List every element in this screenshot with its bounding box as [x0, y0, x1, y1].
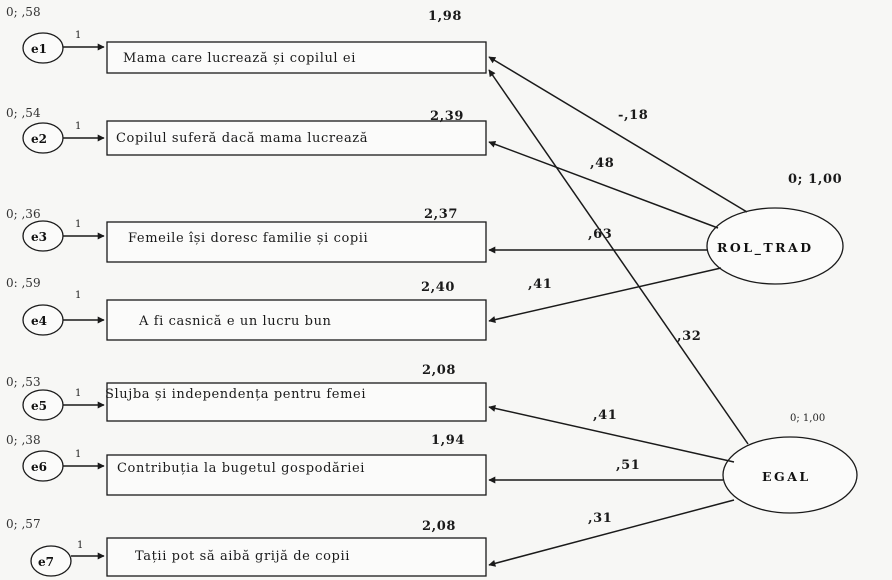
indicator-label-5: Slujba și independența pentru femei — [105, 387, 366, 402]
error-variance-e4: 0: ,59 — [6, 276, 41, 290]
latent-variance-rol-trad: 0; 1,00 — [788, 172, 842, 187]
fixed-weight-e4: 1 — [75, 290, 81, 301]
loading-path-rol-trad-2 — [488, 140, 719, 229]
latent-node-rol-trad — [706, 207, 844, 285]
indicator-box-6 — [106, 454, 487, 496]
indicator-label-3: Femeile își doresc familie și copii — [128, 231, 368, 246]
loading-path-egal-1 — [488, 69, 749, 445]
error-node-e7 — [30, 545, 72, 577]
error-variance-e7: 0; ,57 — [6, 517, 41, 531]
error-variance-e6: 0; ,38 — [6, 433, 41, 447]
error-label-e6: e6 — [31, 460, 47, 474]
loading-value-rol-trad-3: ,63 — [588, 227, 612, 242]
error-variance-e3: 0; ,36 — [6, 207, 41, 221]
loading-path-rol-trad-4 — [488, 267, 722, 324]
error-variance-e1: 0; ,58 — [6, 5, 41, 19]
indicator-label-4: A fi casnică e un lucru bun — [138, 314, 332, 329]
loading-value-egal-7: ,31 — [588, 511, 612, 526]
error-label-e5: e5 — [31, 399, 47, 413]
intercept-7: 2,08 — [422, 519, 456, 534]
intercept-6: 1,94 — [431, 433, 465, 448]
error-label-e1: e1 — [31, 42, 47, 56]
fixed-weight-e2: 1 — [75, 121, 81, 132]
latent-label-egal: EGAL — [762, 469, 811, 484]
indicator-box-4 — [106, 299, 487, 341]
intercept-2: 2,39 — [430, 109, 464, 124]
indicator-label-7: Tații pot să aibă grijă de copii — [135, 549, 350, 564]
loading-value-egal-1: ,32 — [677, 329, 701, 344]
indicator-box-7 — [106, 537, 487, 577]
intercept-4: 2,40 — [421, 280, 455, 295]
loading-path-egal-5 — [488, 404, 735, 463]
fixed-weight-e7: 1 — [77, 540, 83, 551]
intercept-1: 1,98 — [428, 9, 462, 24]
error-label-e2: e2 — [31, 132, 47, 146]
error-label-e7: e7 — [38, 555, 54, 569]
loading-path-egal-7 — [488, 499, 735, 567]
loading-value-egal-5: ,41 — [593, 408, 617, 423]
indicator-label-1: Mama care lucrează și copilul ei — [123, 51, 356, 66]
latent-label-rol-trad: ROL_TRAD — [717, 240, 814, 256]
loading-value-rol-trad-1: -,18 — [618, 108, 648, 123]
indicator-box-5 — [106, 382, 487, 422]
fixed-weight-e3: 1 — [75, 219, 81, 230]
loading-path-rol-trad-1 — [488, 56, 748, 213]
fixed-weight-e5: 1 — [75, 388, 81, 399]
error-node-e1 — [22, 32, 64, 64]
loading-value-rol-trad-2: ,48 — [590, 156, 614, 171]
indicator-box-2 — [106, 120, 487, 156]
error-label-e3: e3 — [31, 230, 47, 244]
latent-node-egal — [722, 436, 858, 514]
intercept-5: 2,08 — [422, 363, 456, 378]
indicator-box-3 — [106, 221, 487, 263]
error-variance-e5: 0; ,53 — [6, 375, 41, 389]
indicator-box-1 — [106, 41, 487, 74]
error-variance-e2: 0; ,54 — [6, 106, 41, 120]
fixed-weight-e6: 1 — [75, 449, 81, 460]
error-label-e4: e4 — [31, 314, 47, 328]
fixed-weight-e1: 1 — [75, 30, 81, 41]
loading-value-rol-trad-4: ,41 — [528, 277, 552, 292]
indicator-label-6: Contribuția la bugetul gospodăriei — [117, 461, 365, 476]
loading-value-egal-6: ,51 — [616, 458, 640, 473]
indicator-label-2: Copilul suferă dacă mama lucrează — [116, 131, 368, 146]
latent-variance-egal: 0; 1,00 — [790, 413, 825, 424]
intercept-3: 2,37 — [424, 207, 458, 222]
